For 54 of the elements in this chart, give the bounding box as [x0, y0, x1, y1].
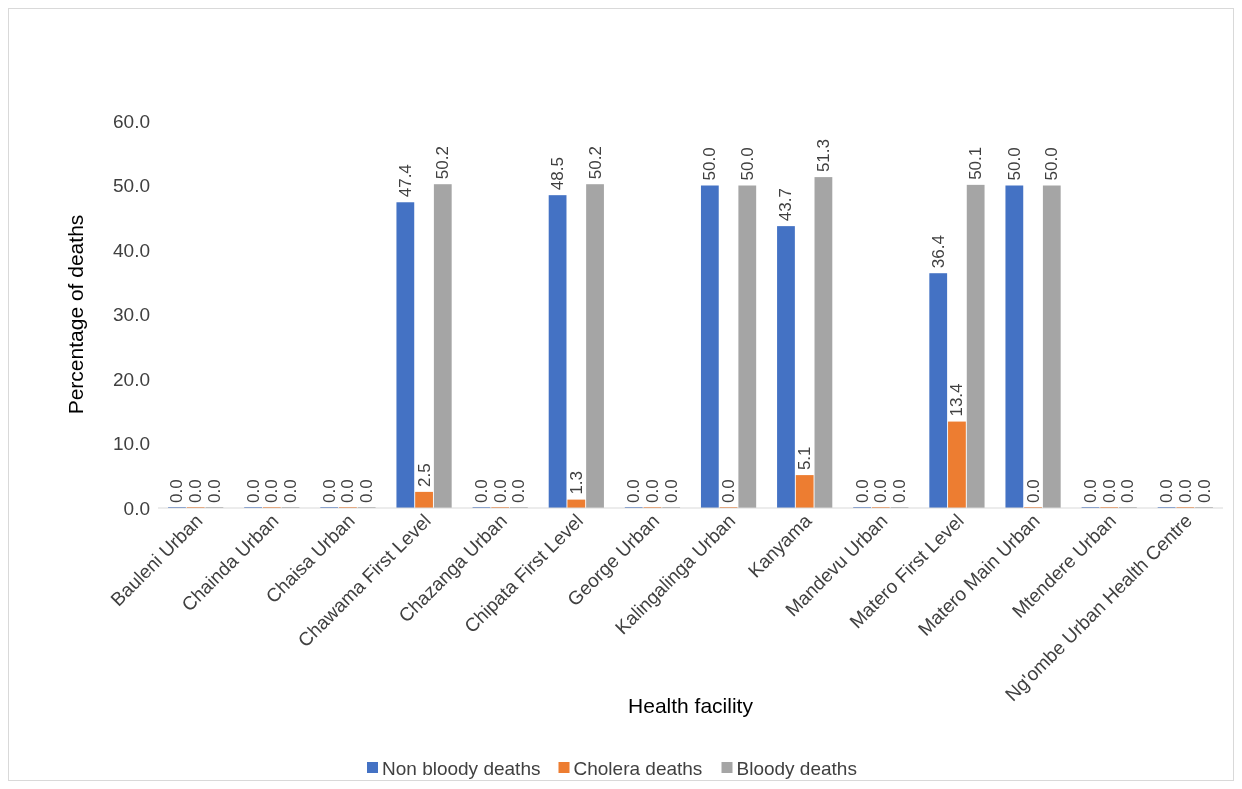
data-label: 0.0 — [167, 479, 187, 503]
data-label: 0.0 — [719, 479, 739, 503]
data-label: 0.0 — [490, 479, 510, 503]
data-label: 0.0 — [871, 479, 891, 503]
data-label: 0.0 — [262, 479, 282, 503]
data-label: 0.0 — [509, 479, 529, 503]
data-label: 47.4 — [395, 164, 415, 198]
data-label: 0.0 — [1194, 479, 1214, 503]
y-tick-label: 0.0 — [123, 497, 150, 519]
y-tick-label: 30.0 — [113, 304, 150, 326]
data-label: 50.2 — [585, 146, 605, 180]
data-label: 0.0 — [186, 479, 206, 503]
y-axis-title: Percentage of deaths — [64, 214, 87, 415]
data-label: 0.0 — [338, 479, 358, 503]
data-label: 0.0 — [281, 479, 301, 503]
data-label: 0.0 — [1099, 479, 1119, 503]
y-tick-label: 20.0 — [113, 368, 150, 390]
data-label: 0.0 — [624, 479, 644, 503]
data-label: 0.0 — [1118, 479, 1138, 503]
data-label: 50.2 — [433, 146, 453, 180]
data-label: 0.0 — [319, 479, 339, 503]
data-label: 0.0 — [661, 479, 681, 503]
legend-label: Bloody deaths — [736, 757, 857, 779]
y-tick-label: 40.0 — [113, 239, 150, 261]
data-label: 50.0 — [737, 147, 757, 181]
data-label: 0.0 — [1023, 479, 1043, 503]
data-label: 50.0 — [1042, 147, 1062, 181]
y-tick-label: 10.0 — [113, 433, 150, 455]
data-label: 48.5 — [548, 157, 568, 191]
data-label: 0.0 — [357, 479, 377, 503]
data-label: 0.0 — [642, 479, 662, 503]
data-label: 1.3 — [566, 470, 586, 495]
data-label: 43.7 — [776, 188, 796, 222]
data-label: 50.0 — [700, 147, 720, 181]
x-axis-title: Health facility — [628, 694, 754, 717]
data-label: 0.0 — [204, 479, 224, 503]
data-label: 5.1 — [795, 446, 815, 471]
data-label: 0.0 — [471, 479, 491, 503]
data-label: 13.4 — [947, 383, 967, 417]
data-label: 50.0 — [1004, 147, 1024, 181]
data-label: 0.0 — [852, 479, 872, 503]
data-label: 50.1 — [966, 146, 986, 180]
data-label: 2.5 — [414, 463, 434, 487]
data-label: 51.3 — [813, 139, 833, 173]
y-tick-label: 50.0 — [113, 175, 150, 197]
data-label: 0.0 — [1080, 479, 1100, 503]
y-tick-label: 60.0 — [113, 110, 150, 132]
legend-label: Non bloody deaths — [382, 757, 541, 779]
legend-label: Cholera deaths — [573, 757, 703, 779]
data-label: 36.4 — [928, 235, 948, 269]
data-label: 0.0 — [890, 479, 910, 503]
data-label: 0.0 — [1175, 479, 1195, 503]
data-label: 0.0 — [1157, 479, 1177, 503]
data-label: 0.0 — [243, 479, 263, 503]
